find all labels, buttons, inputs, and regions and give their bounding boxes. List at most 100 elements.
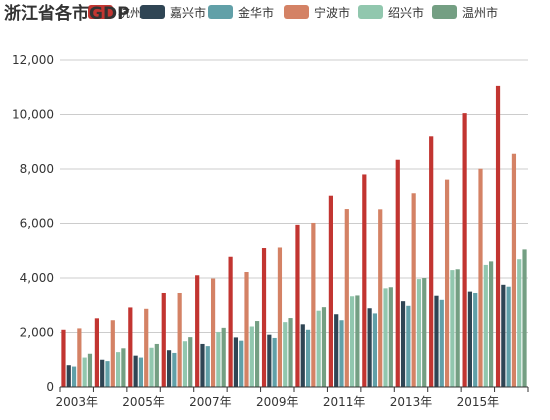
bar — [133, 355, 138, 387]
bar — [372, 313, 378, 387]
bar — [406, 305, 411, 387]
bar — [154, 343, 159, 387]
legend-swatch — [140, 5, 165, 19]
legend-swatch — [358, 5, 383, 19]
bar — [233, 337, 239, 387]
bar — [450, 270, 455, 387]
grid-lines — [60, 59, 528, 333]
bar — [82, 357, 87, 387]
bar — [188, 337, 193, 387]
bar — [249, 326, 254, 387]
bar — [144, 308, 149, 387]
legend-swatch — [208, 5, 233, 19]
bar — [277, 247, 283, 387]
bar — [221, 327, 226, 387]
bar — [177, 292, 182, 387]
bar — [367, 308, 372, 387]
chart-title: 浙江省各市GDP — [4, 3, 130, 24]
bar — [305, 329, 311, 387]
bar — [495, 85, 501, 387]
bar — [272, 337, 277, 387]
bar — [473, 292, 478, 387]
x-tick-label: 2009年 — [256, 395, 299, 409]
bar — [467, 291, 473, 387]
bar — [339, 320, 344, 387]
x-tick-label: 2007年 — [189, 395, 232, 409]
x-tick-label: 2013年 — [390, 395, 433, 409]
bar — [444, 179, 450, 387]
legend-item[interactable]: 温州市 — [432, 5, 498, 20]
bar — [511, 153, 517, 387]
y-tick-label: 8,000 — [20, 162, 54, 176]
bar — [195, 275, 200, 387]
bar — [434, 295, 439, 387]
y-tick-label: 0 — [46, 380, 54, 394]
bar — [400, 301, 406, 387]
bar — [138, 357, 144, 387]
bar — [311, 222, 316, 387]
bar — [439, 299, 444, 387]
y-tick-label: 12,000 — [12, 53, 54, 67]
y-tick-label: 2,000 — [20, 326, 54, 340]
bar — [388, 287, 393, 387]
bar — [378, 209, 383, 387]
x-tick-label: 2011年 — [323, 395, 366, 409]
legend-label: 绍兴市 — [388, 5, 424, 20]
x-tick-label: 2005年 — [122, 395, 165, 409]
bars — [61, 85, 527, 387]
bar — [182, 341, 188, 387]
bar — [94, 318, 99, 387]
x-tick-label: 2015年 — [457, 395, 500, 409]
legend-swatch — [432, 5, 457, 19]
bar — [344, 209, 349, 387]
bar — [522, 249, 527, 387]
y-tick-label: 4,000 — [20, 271, 54, 285]
legend-item[interactable]: 嘉兴市 — [140, 5, 206, 20]
y-tick-label: 6,000 — [20, 217, 54, 231]
bar — [100, 359, 105, 387]
legend-item[interactable]: 金华市 — [208, 5, 274, 20]
legend-label: 温州市 — [462, 5, 498, 20]
legend: 杭州市 嘉兴市 金华市 宁波市 绍兴市 温州市 — [88, 5, 498, 20]
bar — [110, 320, 115, 387]
bar — [283, 322, 288, 387]
bar — [328, 195, 333, 387]
bar — [455, 269, 460, 387]
legend-item[interactable]: 宁波市 — [284, 5, 350, 20]
bar — [77, 328, 82, 387]
bar — [429, 136, 434, 387]
bar — [395, 159, 400, 387]
bar — [501, 284, 506, 387]
bar — [483, 264, 488, 387]
bar — [462, 113, 467, 387]
bar — [71, 366, 77, 387]
legend-item[interactable]: 绍兴市 — [358, 5, 424, 20]
bar — [172, 352, 177, 387]
bar — [478, 168, 483, 387]
bar — [200, 343, 205, 387]
bar — [239, 340, 244, 387]
bar — [362, 174, 367, 387]
x-tick-label: 2003年 — [55, 395, 98, 409]
legend-label: 金华市 — [238, 5, 274, 20]
bar — [489, 261, 494, 387]
bar — [261, 248, 267, 387]
legend-label: 宁波市 — [314, 5, 350, 20]
bar — [210, 278, 216, 387]
bar — [321, 307, 327, 387]
bar — [349, 296, 355, 387]
bar — [149, 347, 154, 387]
bar — [161, 292, 166, 387]
bar — [295, 224, 300, 387]
bar — [121, 348, 126, 387]
bar — [355, 295, 360, 387]
legend-label: 嘉兴市 — [170, 5, 206, 20]
bar — [300, 324, 305, 387]
y-tick-label: 10,000 — [12, 108, 54, 122]
bar — [244, 272, 249, 387]
bar — [105, 361, 110, 387]
legend-swatch — [88, 5, 113, 19]
bar — [288, 318, 293, 387]
legend-swatch — [284, 5, 309, 19]
